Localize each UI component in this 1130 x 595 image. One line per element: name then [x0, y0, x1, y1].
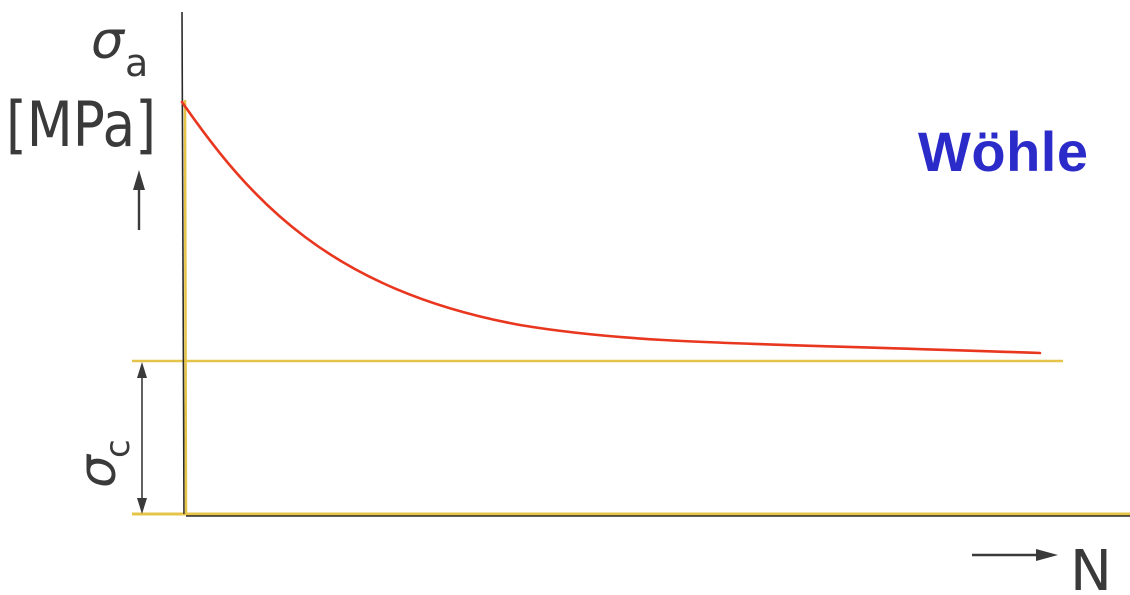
x-axis-label: N: [1070, 539, 1112, 595]
woehler-curve: [180, 100, 1042, 355]
endurance-subscript: c: [98, 439, 138, 458]
endurance-symbol: σ: [68, 453, 128, 488]
x-direction-arrow: [972, 549, 1058, 561]
diagram-title: Wöhle: [918, 120, 1089, 183]
y-axis: [181, 11, 185, 515]
y-axis-subscript: a: [125, 41, 148, 85]
y-direction-arrow: [133, 170, 145, 230]
endurance-label: σ c: [68, 439, 138, 488]
y-axis-symbol: σ: [91, 11, 126, 71]
endurance-dimension: [137, 362, 147, 514]
y-axis-guide: [183, 99, 188, 515]
y-axis-unit: [MPa]: [6, 88, 156, 161]
